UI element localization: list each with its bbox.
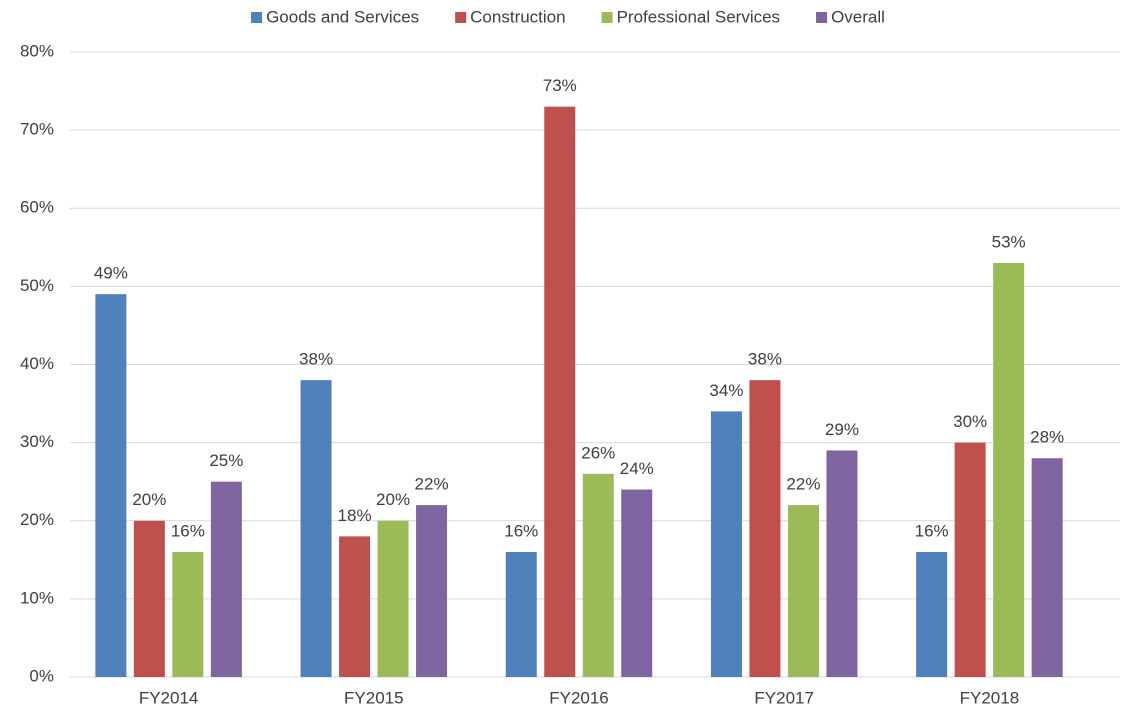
y-tick-label: 70% xyxy=(20,120,54,139)
data-label: 34% xyxy=(709,381,743,400)
data-label: 29% xyxy=(825,420,859,439)
data-label: 38% xyxy=(748,350,782,369)
y-tick-label: 30% xyxy=(20,432,54,451)
x-tick-label: FY2018 xyxy=(960,688,1020,707)
data-label: 22% xyxy=(415,475,449,494)
data-label: 20% xyxy=(132,490,166,509)
x-tick-label: FY2015 xyxy=(344,688,404,707)
y-tick-label: 80% xyxy=(20,41,54,60)
y-tick-label: 40% xyxy=(20,354,54,373)
bar xyxy=(1031,458,1063,677)
data-label: 20% xyxy=(376,490,410,509)
y-tick-label: 10% xyxy=(20,588,54,607)
legend-swatch xyxy=(601,12,613,23)
x-tick-label: FY2014 xyxy=(139,688,199,707)
bar xyxy=(621,489,653,677)
y-tick-label: 50% xyxy=(20,276,54,295)
data-label: 38% xyxy=(299,350,333,369)
bar xyxy=(172,552,204,677)
y-tick-label: 60% xyxy=(20,198,54,217)
bar xyxy=(210,481,242,677)
bar xyxy=(993,262,1025,677)
data-label: 73% xyxy=(543,76,577,95)
legend-swatch xyxy=(251,12,263,23)
bar xyxy=(544,106,576,677)
legend-label: Professional Services xyxy=(617,7,780,26)
bar xyxy=(787,505,819,677)
bar xyxy=(133,520,165,677)
data-label: 53% xyxy=(992,232,1026,251)
data-label: 26% xyxy=(581,443,615,462)
data-label: 25% xyxy=(209,451,243,470)
legend-label: Goods and Services xyxy=(266,7,419,26)
bar xyxy=(916,552,948,677)
data-label: 16% xyxy=(504,521,538,540)
data-label: 18% xyxy=(338,506,372,525)
x-tick-label: FY2017 xyxy=(754,688,814,707)
bar xyxy=(954,442,986,677)
y-tick-label: 0% xyxy=(29,666,54,685)
bar xyxy=(505,552,537,677)
bar xyxy=(710,411,742,677)
data-label: 16% xyxy=(171,521,205,540)
bar xyxy=(749,380,781,677)
legend-swatch xyxy=(816,12,828,23)
y-tick-label: 20% xyxy=(20,510,54,529)
legend-swatch xyxy=(455,12,467,23)
data-label: 16% xyxy=(915,521,949,540)
data-label: 49% xyxy=(94,264,128,283)
bar xyxy=(300,380,332,677)
legend-label: Construction xyxy=(470,7,565,26)
data-label: 22% xyxy=(786,475,820,494)
data-label: 24% xyxy=(620,459,654,478)
bar xyxy=(377,520,409,677)
bar xyxy=(582,473,614,677)
bar xyxy=(826,450,858,677)
bar xyxy=(416,505,448,677)
data-label: 30% xyxy=(953,412,987,431)
bar xyxy=(339,536,371,677)
x-tick-label: FY2016 xyxy=(549,688,609,707)
bar xyxy=(95,294,127,677)
data-label: 28% xyxy=(1030,428,1064,447)
legend-label: Overall xyxy=(831,7,885,26)
